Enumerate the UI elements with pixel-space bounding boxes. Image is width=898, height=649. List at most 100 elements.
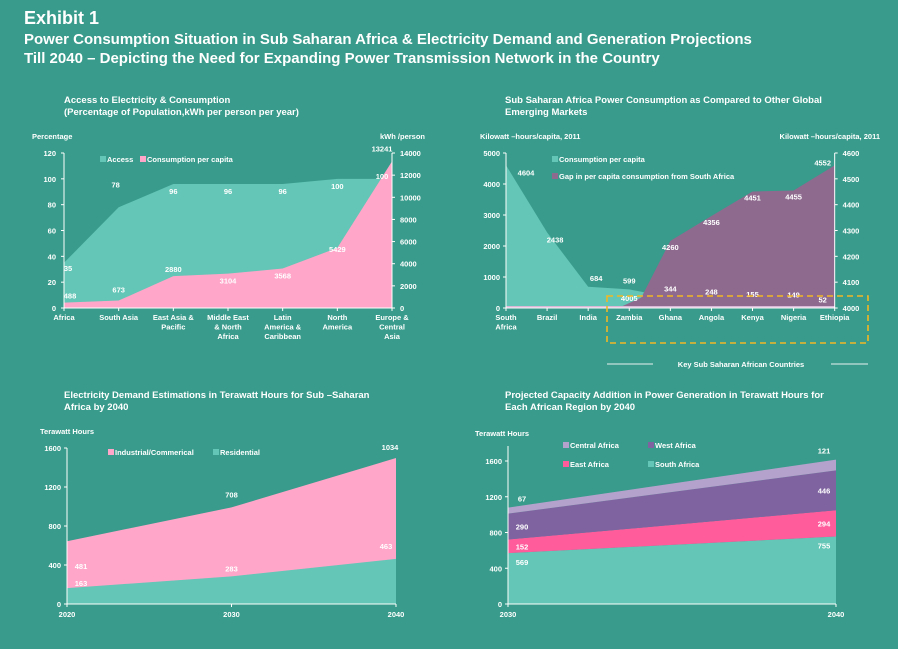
- chart4-west-africa-data-label: 446: [818, 486, 831, 495]
- chart2-title-line1: Sub Saharan Africa Power Consumption as …: [505, 95, 822, 106]
- chart1-ylabel: Percentage: [32, 132, 72, 141]
- chart2-xtick-label: Ethiopia: [820, 313, 850, 322]
- chart1-xtick-label: America: [323, 323, 353, 332]
- chart1-xtick-label: Europe &: [375, 313, 409, 322]
- chart2-baseline-band: [506, 306, 835, 308]
- chart3-legend-industrial-label: Industrial/Commerical: [115, 448, 194, 457]
- chart4-title-line2: Each African Region by 2040: [505, 402, 636, 413]
- chart1-legend-access-swatch: [100, 156, 106, 162]
- chart2-xtick-label: Brazil: [537, 313, 557, 322]
- chart4-ytick-label: 800: [489, 529, 502, 538]
- chart3-xtick-label: 2020: [59, 610, 76, 619]
- chart2-y2tick-label: 4300: [843, 227, 860, 236]
- chart1-xtick-label: East Asia &: [153, 313, 195, 322]
- chart3-xtick-label: 2040: [388, 610, 405, 619]
- page-title: Power Consumption Situation in Sub Sahar…: [24, 30, 884, 68]
- chart2-legend-gap-swatch: [552, 173, 558, 179]
- chart4-south-africa-area: [508, 536, 836, 604]
- chart1-xtick-label: & North: [214, 323, 242, 332]
- chart1-consumption-data-label: 673: [112, 286, 125, 295]
- chart1-ytick-label: 80: [48, 201, 56, 210]
- chart4-legend-central-africa-label: Central Africa: [570, 441, 620, 450]
- chart3-legend-industrial-swatch: [108, 449, 114, 455]
- chart1-ytick-label: 40: [48, 252, 56, 261]
- chart4-ytick-label: 1200: [485, 493, 502, 502]
- chart2-y2tick-label: 4100: [843, 278, 860, 287]
- chart2-xtick-label: South: [495, 313, 517, 322]
- chart1-ytick-label: 60: [48, 227, 56, 236]
- chart4-west-africa-area: [508, 470, 836, 540]
- chart2-title-line2: Emerging Markets: [505, 107, 588, 118]
- chart3-residential-data-label: 283: [225, 564, 238, 573]
- chart2-y2tick-label: 4200: [843, 252, 860, 261]
- chart1-access-data-label: 100: [331, 182, 344, 191]
- chart3-residential-data-label: 163: [75, 579, 88, 588]
- chart2-gap-data-label: 4005: [621, 294, 638, 303]
- chart1-legend-consumption-swatch: [140, 156, 146, 162]
- chart2-title: Sub Saharan Africa Power Consumption as …: [505, 95, 822, 119]
- chart2-xtick-label: Africa: [495, 323, 517, 332]
- chart3-industrial-data-label: 481: [75, 562, 88, 571]
- chart1-ytick-label: 0: [52, 304, 56, 313]
- chart1-consumption-data-label: 3568: [274, 271, 291, 280]
- chart1-ytick-label: 100: [43, 175, 56, 184]
- page-title-line1: Power Consumption Situation in Sub Sahar…: [24, 31, 752, 48]
- chart2-consumption-data-label: 4604: [518, 168, 536, 177]
- chart1-xtick-label: Caribbean: [264, 332, 301, 341]
- chart3-residential-area: [67, 558, 396, 604]
- chart4-east-africa-data-label: 152: [516, 542, 529, 551]
- chart2-xtick-label: Ghana: [659, 313, 683, 322]
- chart3-title: Electricity Demand Estimations in Terawa…: [64, 390, 369, 414]
- chart4-central-africa-data-label: 121: [818, 447, 831, 456]
- chart2-consumption-data-label: 155: [746, 290, 759, 299]
- chart4-south-africa-data-label: 569: [516, 558, 529, 567]
- chart1-xtick-label: Middle East: [207, 313, 249, 322]
- chart4-legend-south-africa-swatch: [648, 461, 654, 467]
- chart1-access-data-label: 96: [278, 187, 286, 196]
- chart2-xtick-label: Kenya: [741, 313, 764, 322]
- chart4-xtick-label: 2040: [828, 610, 845, 619]
- chart2-y2tick-label: 4400: [843, 201, 860, 210]
- chart1-title: Access to Electricity & Consumption (Per…: [64, 95, 299, 119]
- chart3-xtick-label: 2030: [223, 610, 240, 619]
- chart4-legend-east-africa-swatch: [563, 461, 569, 467]
- chart1-y2tick-label: 0: [400, 304, 404, 313]
- chart2-consumption-data-label: 599: [623, 276, 636, 285]
- chart4-east-africa-data-label: 294: [818, 519, 831, 528]
- chart4-south-africa-data-label: 755: [818, 542, 831, 551]
- chart4-title: Projected Capacity Addition in Power Gen…: [505, 390, 824, 414]
- chart2-legend-consumption-swatch: [552, 156, 558, 162]
- chart1-access-data-label: 78: [111, 180, 119, 189]
- chart3-ytick-label: 1600: [44, 444, 61, 453]
- chart4-central-africa-data-label: 67: [518, 495, 526, 504]
- chart2-ytick-label: 3000: [483, 211, 500, 220]
- chart3-title-line2: Africa by 2040: [64, 402, 129, 413]
- chart1-access-data-label: 35: [64, 264, 72, 273]
- chart2-ytick-label: 5000: [483, 149, 500, 158]
- chart3-ylabel: Terawatt Hours: [40, 427, 94, 436]
- chart4-west-africa-data-label: 290: [516, 523, 529, 532]
- chart1-y2label: kWh /person: [380, 132, 425, 141]
- chart2-gap-data-label: 4552: [814, 158, 831, 167]
- chart2-ytick-label: 2000: [483, 242, 500, 251]
- chart2-gap-data-label: 4356: [703, 218, 720, 227]
- chart1-xtick-label: Latin: [274, 313, 292, 322]
- page-title-line2: Till 2040 – Depicting the Need for Expan…: [24, 50, 660, 67]
- chart1-ytick-label: 120: [43, 149, 56, 158]
- chart1-y2tick-label: 12000: [400, 171, 421, 180]
- chart4-ytick-label: 400: [489, 564, 502, 573]
- chart4-legend-east-africa-label: East Africa: [570, 460, 610, 469]
- chart3-residential-data-label: 463: [380, 542, 393, 551]
- chart3-ytick-label: 1200: [44, 483, 61, 492]
- chart2-ytick-label: 4000: [483, 180, 500, 189]
- chart3-ytick-label: 400: [48, 561, 61, 570]
- chart2-ytick-label: 1000: [483, 273, 500, 282]
- chart1-y2tick-label: 14000: [400, 149, 421, 158]
- chart3-legend-residential-label: Residential: [220, 448, 260, 457]
- chart3-legend-residential-swatch: [213, 449, 219, 455]
- chart2-legend-consumption-label: Consumption per capita: [559, 155, 646, 164]
- chart1-ytick-label: 20: [48, 278, 56, 287]
- chart2-consumption-data-label: 2438: [547, 235, 564, 244]
- chart4-title-line1: Projected Capacity Addition in Power Gen…: [505, 390, 824, 401]
